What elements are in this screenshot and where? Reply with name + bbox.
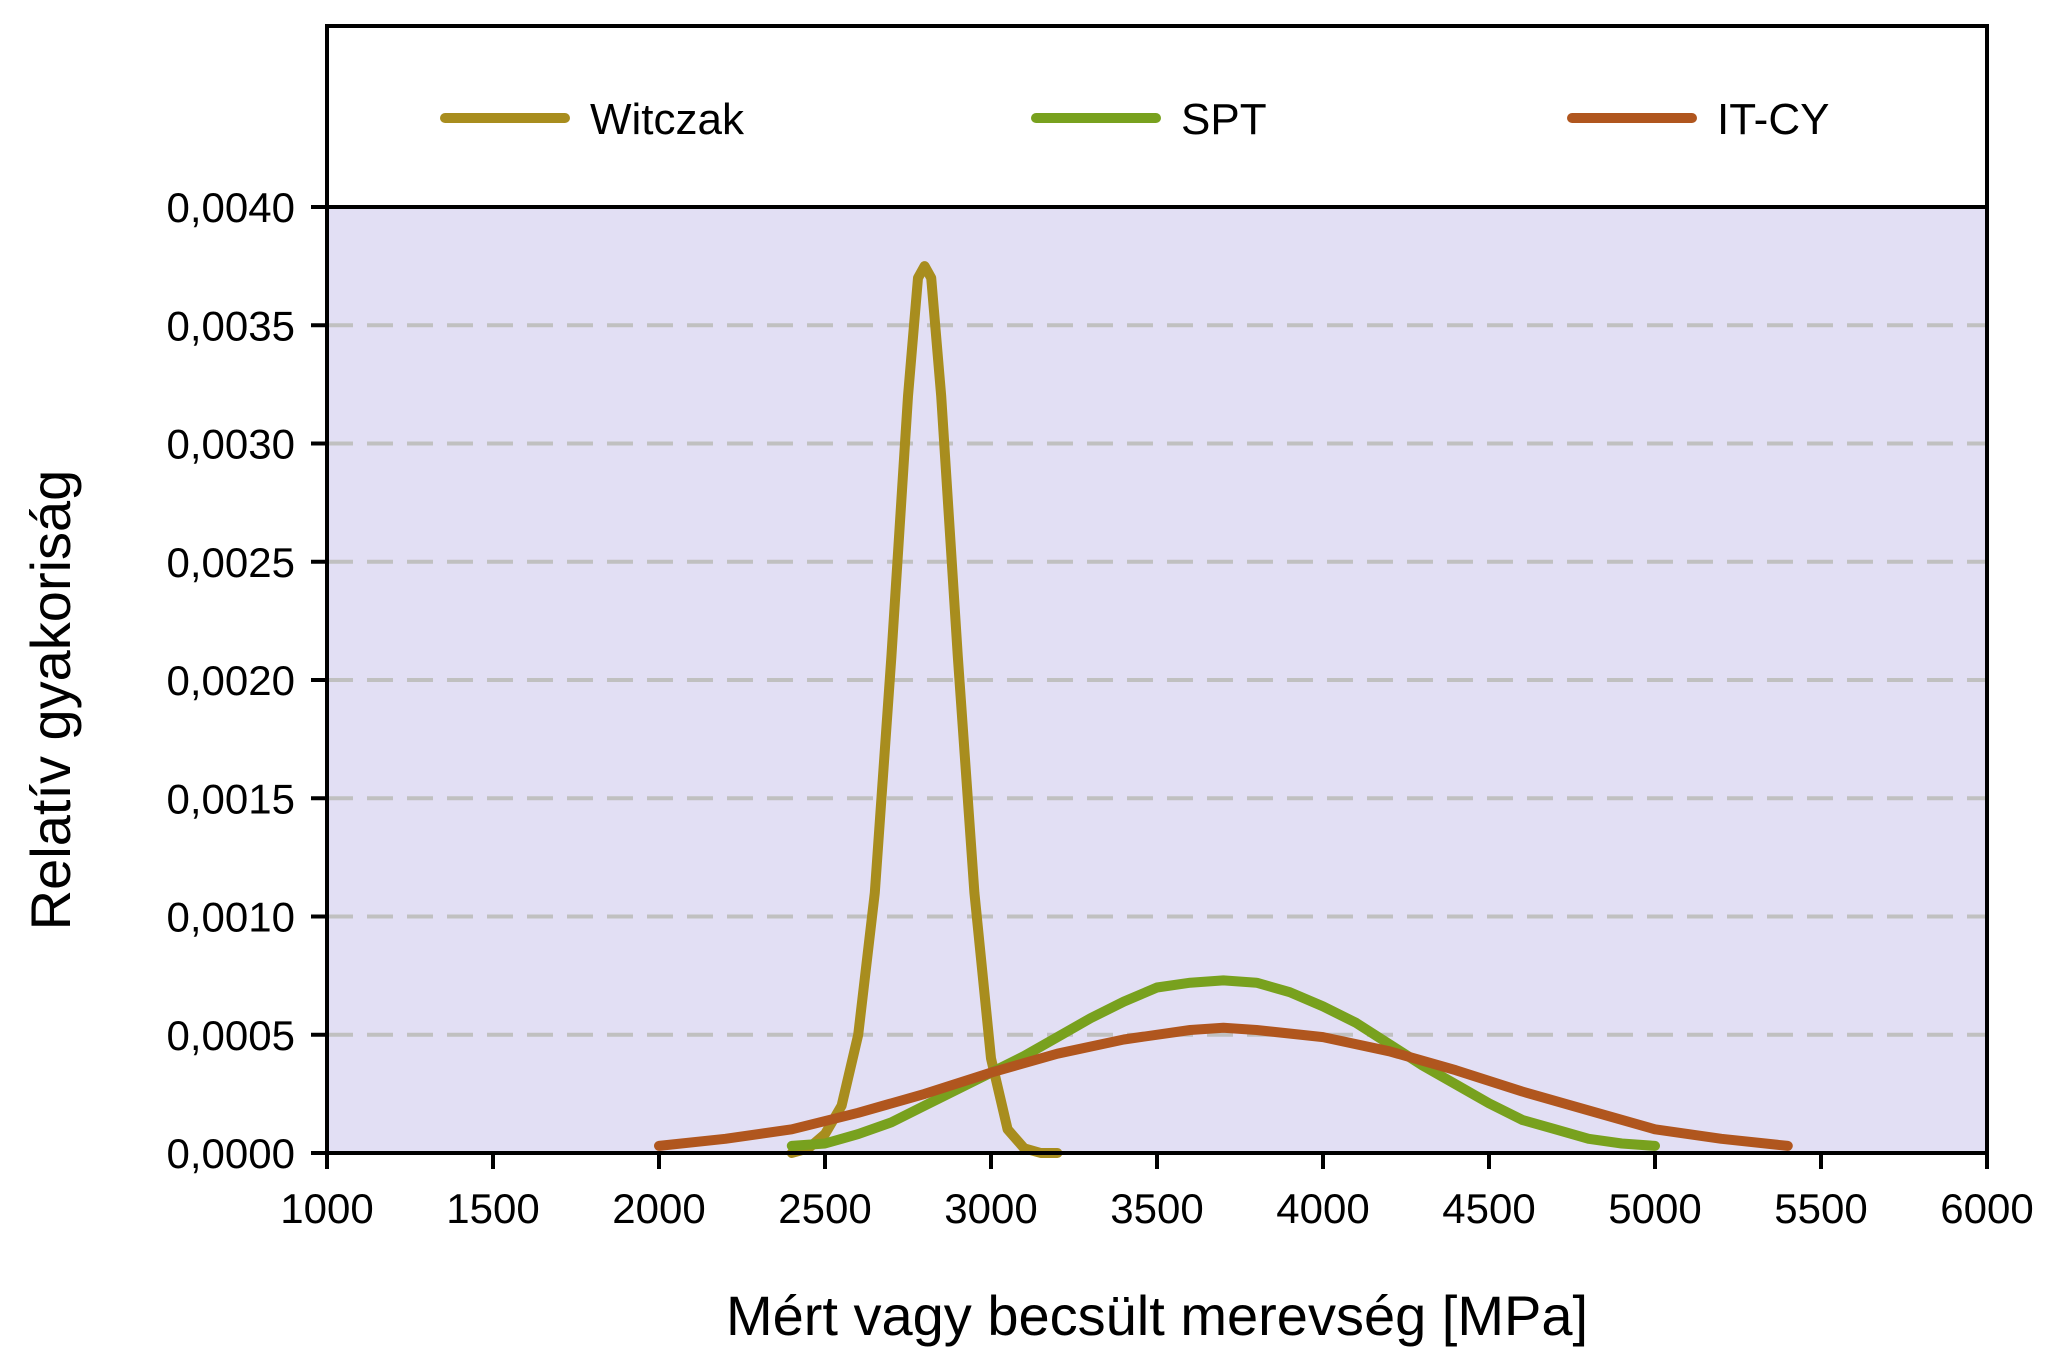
x-axis: 1000 1500 2000 2500 3000 3500 4000 4500 5000 5500… <box>280 1153 2034 1232</box>
legend-label-it-cy: IT-CY <box>1717 95 1829 144</box>
y-tick-label-8: 0,0040 <box>167 184 295 231</box>
y-axis: 0,0000 0,0005 0,0010 0,0015 0,0020 0,0025 0,00… <box>167 184 327 1177</box>
x-tick-label-7: 4500 <box>1442 1185 1535 1232</box>
series-line-it-cy <box>654 1022 1793 1151</box>
x-axis-title: Mért vagy becsült merevség [MPa] <box>726 1284 1588 1347</box>
x-tick-label-8: 5000 <box>1608 1185 1701 1232</box>
y-tick-label-0: 0,0000 <box>167 1130 295 1177</box>
x-tick-label-1: 1500 <box>446 1185 539 1232</box>
y-tick-label-4: 0,0020 <box>167 657 295 704</box>
series-line-witczak <box>786 261 1063 1158</box>
y-tick-label-2: 0,0010 <box>167 894 295 941</box>
legend: Witczak SPT IT-CY <box>440 95 1829 144</box>
y-tick-label-7: 0,0035 <box>167 302 295 349</box>
x-tick-label-9: 5500 <box>1774 1185 1867 1232</box>
x-tick-label-6: 4000 <box>1276 1185 1369 1232</box>
y-tick-label-3: 0,0015 <box>167 775 295 822</box>
y-tick-label-5: 0,0025 <box>167 539 295 586</box>
x-tick-label-5: 3500 <box>1110 1185 1203 1232</box>
x-tick-label-2: 2000 <box>612 1185 705 1232</box>
y-tick-label-1: 0,0005 <box>167 1012 295 1059</box>
x-tick-label-4: 3000 <box>944 1185 1037 1232</box>
series-line-spt <box>786 975 1660 1151</box>
series-lines <box>654 261 1793 1158</box>
x-tick-label-0: 1000 <box>280 1185 373 1232</box>
x-tick-label-10: 6000 <box>1940 1185 2033 1232</box>
gridlines <box>327 323 1987 1037</box>
y-axis-title: Relatív gyakoriság <box>19 470 82 931</box>
x-tick-label-3: 2500 <box>778 1185 871 1232</box>
legend-label-witczak: Witczak <box>590 95 745 144</box>
y-tick-label-6: 0,0030 <box>167 421 295 468</box>
legend-label-spt: SPT <box>1181 95 1267 144</box>
